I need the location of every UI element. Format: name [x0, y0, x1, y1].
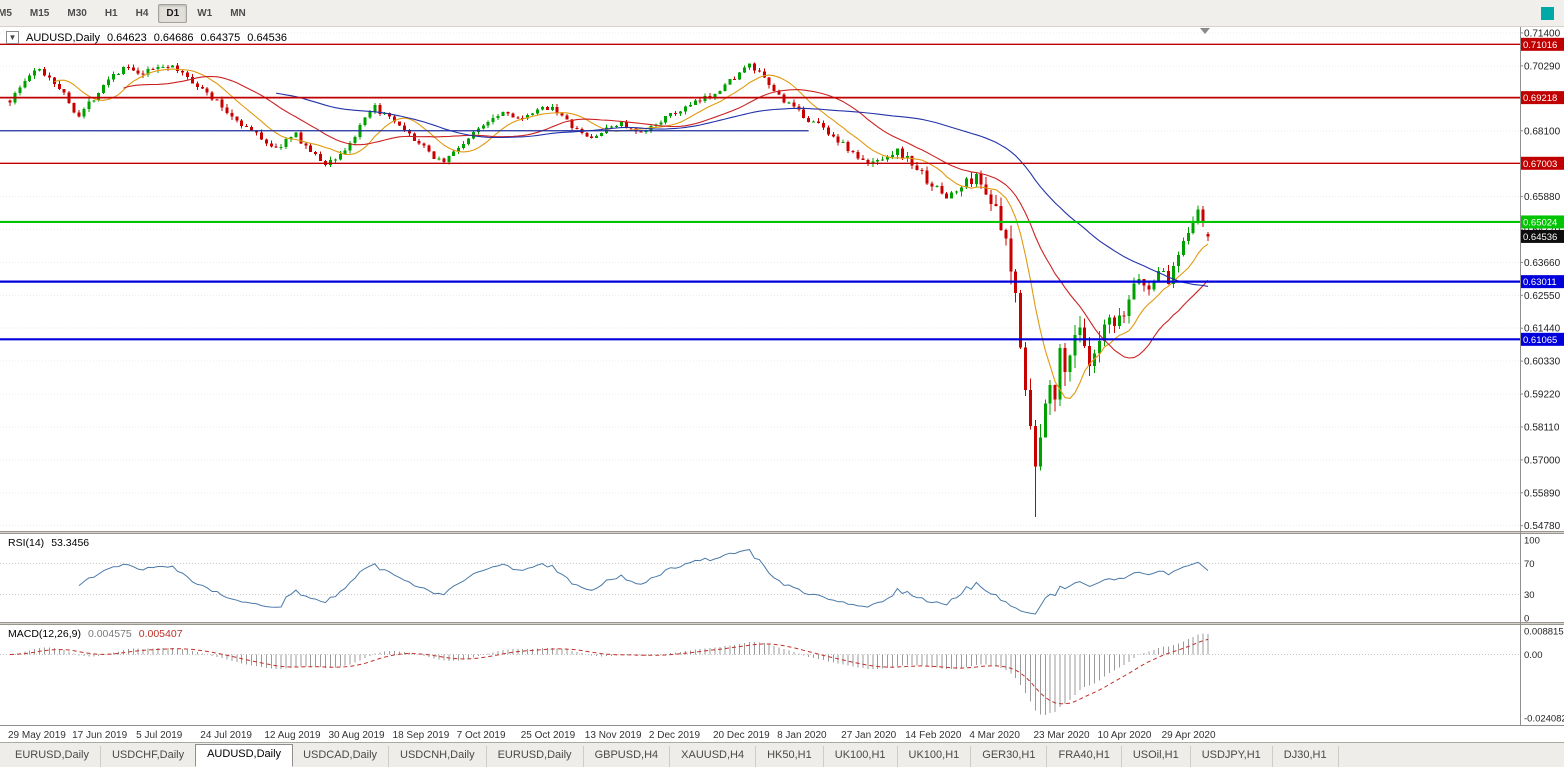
collapse-triangle-icon[interactable]: ▼: [6, 31, 19, 44]
svg-text:24 Jul 2019: 24 Jul 2019: [200, 730, 252, 741]
chart-tab-usdchf-daily[interactable]: USDCHF,Daily: [101, 746, 197, 767]
svg-text:0.67003: 0.67003: [1523, 159, 1557, 170]
chart-tab-uk100-h1[interactable]: UK100,H1: [824, 746, 898, 767]
svg-text:30 Aug 2019: 30 Aug 2019: [328, 730, 385, 741]
svg-text:0.58110: 0.58110: [1524, 422, 1560, 433]
chart-tab-hk50-h1[interactable]: HK50,H1: [756, 746, 824, 767]
timeframe-button-m5[interactable]: M5: [0, 7, 12, 19]
timeframe-button-h4[interactable]: H4: [135, 7, 149, 19]
svg-text:10 Apr 2020: 10 Apr 2020: [1098, 730, 1152, 741]
price-level-badges[interactable]: 0.71016 0.69218 0.67003 0.65024 0.63011 0.610…: [1520, 37, 1564, 346]
chart-tab-xauusd-h4[interactable]: XAUUSD,H4: [670, 746, 757, 767]
timeframe-button-mn[interactable]: MN: [230, 7, 246, 19]
chart-tab-audusd-daily[interactable]: AUDUSD,Daily: [195, 744, 294, 767]
chart-tab-usdcnh-daily[interactable]: USDCNH,Daily: [389, 746, 487, 767]
svg-text:0.64536: 0.64536: [1523, 232, 1557, 243]
svg-text:2 Dec 2019: 2 Dec 2019: [649, 730, 701, 741]
chart-tab-usdjpy-h1[interactable]: USDJPY,H1: [1191, 746, 1273, 767]
svg-text:0: 0: [1524, 614, 1529, 625]
chart-tab-usoil-h1[interactable]: USOil,H1: [1122, 746, 1191, 767]
macd-histogram: [0, 633, 1520, 715]
svg-text:13 Nov 2019: 13 Nov 2019: [585, 730, 642, 741]
time-axis-labels: 29 May 2019 17 Jun 2019 5 Jul 2019 24 Jul 2…: [8, 730, 1216, 741]
svg-text:30: 30: [1524, 590, 1535, 601]
svg-text:29 May 2019: 29 May 2019: [8, 730, 66, 741]
candlestick-series: [8, 62, 1210, 517]
svg-text:0.60330: 0.60330: [1524, 357, 1561, 368]
svg-text:0.65024: 0.65024: [1523, 217, 1557, 228]
rsi-panel-canvas: 100 70 30 0: [0, 536, 1540, 625]
svg-text:0.57000: 0.57000: [1524, 455, 1561, 466]
panel-splitter-2[interactable]: [0, 622, 1564, 625]
chart-tab-gbpusd-h4[interactable]: GBPUSD,H4: [584, 746, 671, 767]
chart-tabs-bar: EURUSD,Daily USDCHF,Daily AUDUSD,Daily USDC…: [0, 742, 1564, 767]
horizontal-levels[interactable]: [0, 43, 1520, 341]
panel-splitter-1[interactable]: [0, 531, 1564, 534]
svg-text:8 Jan 2020: 8 Jan 2020: [777, 730, 827, 741]
chart-tab-eurusd-daily[interactable]: EURUSD,Daily: [487, 746, 584, 767]
svg-text:27 Jan 2020: 27 Jan 2020: [841, 730, 896, 741]
chart-tab-dj30-h1[interactable]: DJ30,H1: [1273, 746, 1339, 767]
svg-text:14 Feb 2020: 14 Feb 2020: [905, 730, 962, 741]
svg-text:0.71400: 0.71400: [1524, 28, 1561, 39]
svg-text:18 Sep 2019: 18 Sep 2019: [393, 730, 450, 741]
svg-text:-0.024082: -0.024082: [1524, 713, 1564, 724]
svg-text:0.65880: 0.65880: [1524, 192, 1561, 203]
svg-text:0.54780: 0.54780: [1524, 521, 1561, 532]
axis-frame: [0, 27, 1564, 726]
svg-text:100: 100: [1524, 536, 1540, 547]
svg-text:0.61065: 0.61065: [1523, 335, 1557, 346]
chart-tab-fra40-h1[interactable]: FRA40,H1: [1047, 746, 1122, 767]
svg-text:0.62550: 0.62550: [1524, 291, 1561, 302]
timeframe-button-m30[interactable]: M30: [67, 7, 87, 19]
chart-tab-uk100-h1[interactable]: UK100,H1: [898, 746, 972, 767]
svg-text:0.59220: 0.59220: [1524, 390, 1561, 401]
svg-text:5 Jul 2019: 5 Jul 2019: [136, 730, 183, 741]
svg-text:0.69218: 0.69218: [1523, 93, 1557, 104]
timeframe-button-w1[interactable]: W1: [197, 7, 213, 19]
timeframe-button-h1[interactable]: H1: [104, 7, 118, 19]
timeframe-button-group: M5 M15 M30 H1 H4 D1 W1 MN: [0, 3, 255, 23]
grid-lines: [0, 32, 1520, 527]
svg-text:7 Oct 2019: 7 Oct 2019: [457, 730, 506, 741]
svg-text:0.63660: 0.63660: [1524, 258, 1561, 269]
status-square-icon[interactable]: [1541, 6, 1554, 20]
chart-canvas[interactable]: 0.714000.702900.691800.681000.669900.658…: [0, 27, 1564, 742]
ma-lines: [54, 68, 1209, 399]
svg-text:17 Jun 2019: 17 Jun 2019: [72, 730, 127, 741]
timeframe-button-m15[interactable]: M15: [29, 7, 50, 19]
svg-text:0.70290: 0.70290: [1524, 61, 1561, 72]
chart-area: 0.714000.702900.691800.681000.669900.658…: [0, 27, 1564, 742]
svg-text:0.63011: 0.63011: [1523, 277, 1557, 288]
svg-text:0.008815: 0.008815: [1524, 627, 1564, 638]
svg-text:70: 70: [1524, 559, 1535, 570]
chart-shift-marker-icon[interactable]: [1200, 28, 1210, 34]
svg-text:20 Dec 2019: 20 Dec 2019: [713, 730, 770, 741]
toolbar-right-area: [1541, 6, 1560, 20]
timeframe-button-d1[interactable]: D1: [158, 3, 188, 23]
timeframe-toolbar: M5 M15 M30 H1 H4 D1 W1 MN: [0, 0, 1564, 27]
svg-text:4 Mar 2020: 4 Mar 2020: [969, 730, 1020, 741]
svg-text:23 Mar 2020: 23 Mar 2020: [1033, 730, 1090, 741]
svg-text:0.68100: 0.68100: [1524, 126, 1561, 137]
chart-tab-ger30-h1[interactable]: GER30,H1: [971, 746, 1048, 767]
chart-tab-eurusd-daily[interactable]: EURUSD,Daily: [4, 746, 101, 767]
svg-text:12 Aug 2019: 12 Aug 2019: [264, 730, 321, 741]
svg-text:0.00: 0.00: [1524, 650, 1543, 661]
svg-text:0.55890: 0.55890: [1524, 488, 1561, 499]
svg-text:0.71016: 0.71016: [1523, 40, 1557, 51]
current-price-badge: 0.64536: [1520, 229, 1564, 243]
chart-tab-usdcad-daily[interactable]: USDCAD,Daily: [292, 746, 390, 767]
macd-signal-line: 0.008815 0.00 -0.024082: [9, 627, 1564, 724]
svg-text:29 Apr 2020: 29 Apr 2020: [1162, 730, 1216, 741]
svg-text:0.61440: 0.61440: [1524, 324, 1561, 335]
rsi-line: [78, 549, 1209, 615]
svg-text:25 Oct 2019: 25 Oct 2019: [521, 730, 576, 741]
